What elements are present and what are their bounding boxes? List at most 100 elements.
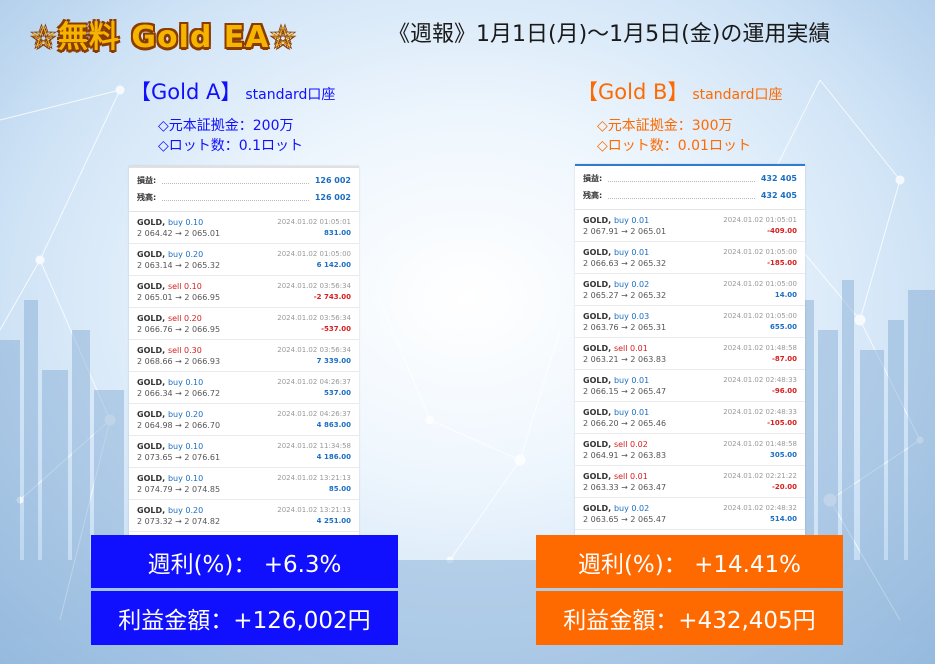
page-title: ☆無料 Gold EA☆ xyxy=(30,20,298,55)
trade-side: buy 0.03 xyxy=(613,312,650,321)
summary-label: 残高: xyxy=(583,191,603,200)
trade-symbol: GOLD, sell 0.10 xyxy=(137,282,202,291)
trade-side: buy 0.01 xyxy=(613,248,650,257)
trade-symbol: GOLD, buy 0.02 xyxy=(583,504,650,513)
trade-symbol: GOLD, buy 0.20 xyxy=(137,506,204,515)
trade-row[interactable]: GOLD, sell 0.01 2 063.33 → 2 063.47 2024.0… xyxy=(575,466,805,498)
trade-time: 2024.01.02 01:05:01 xyxy=(277,218,351,226)
trade-symbol: GOLD, buy 0.20 xyxy=(137,250,204,259)
trade-row[interactable]: GOLD, buy 0.01 2 066.20 → 2 065.46 2024.01… xyxy=(575,402,805,434)
account-b-trade-history: 損益: 432 405 残高: 432 405 GOLD, buy 0.01 2 067.… xyxy=(575,164,805,538)
summary-row: 損益: 126 002 xyxy=(129,172,359,189)
trade-time: 2024.01.02 11:34:58 xyxy=(277,442,351,450)
trade-side: buy 0.01 xyxy=(613,216,650,225)
account-b-name: 【Gold B】 xyxy=(577,80,689,104)
trade-time: 2024.01.02 01:05:00 xyxy=(277,250,351,258)
account-a-info: ◇元本証拠金：200万 ◇ロット数：0.1ロット xyxy=(158,116,303,156)
trade-symbol: GOLD, buy 0.01 xyxy=(583,216,650,225)
trade-side: sell 0.20 xyxy=(167,314,202,323)
account-b-info: ◇元本証拠金：300万 ◇ロット数：0.01ロット xyxy=(597,116,751,156)
trade-profit: -105.00 xyxy=(767,419,797,427)
trade-prices: 2 066.15 → 2 065.47 xyxy=(583,387,667,396)
trade-time: 2024.01.02 03:56:34 xyxy=(277,346,351,354)
trade-profit: 85.00 xyxy=(328,485,351,493)
dotted-leader xyxy=(162,178,309,184)
summary-row: 残高: 432 405 xyxy=(575,187,805,204)
trade-symbol: GOLD, buy 0.10 xyxy=(137,442,204,451)
trade-prices: 2 065.27 → 2 065.32 xyxy=(583,291,667,300)
trade-symbol: GOLD, sell 0.20 xyxy=(137,314,202,323)
trade-side: buy 0.20 xyxy=(167,506,204,515)
trade-row[interactable]: GOLD, buy 0.10 2 064.42 → 2 065.01 2024.01… xyxy=(129,212,359,244)
account-a-weekly-percent: 週利(%)： +6.3% xyxy=(91,535,398,588)
trade-row[interactable]: GOLD, sell 0.01 2 063.21 → 2 063.83 2024.0… xyxy=(575,338,805,370)
trade-symbol: GOLD, buy 0.10 xyxy=(137,218,204,227)
account-b-capital: ◇元本証拠金：300万 xyxy=(597,118,733,134)
trade-row[interactable]: GOLD, buy 0.01 2 067.91 → 2 065.01 2024.01… xyxy=(575,210,805,242)
trade-profit: -185.00 xyxy=(767,259,797,267)
trade-row[interactable]: GOLD, sell 0.30 2 068.66 → 2 066.93 2024.0… xyxy=(129,340,359,372)
trade-profit: 6 142.00 xyxy=(316,261,351,269)
trade-prices: 2 066.34 → 2 066.72 xyxy=(137,389,221,398)
trade-side: buy 0.02 xyxy=(613,504,650,513)
trade-time: 2024.01.02 13:21:13 xyxy=(277,474,351,482)
trade-row[interactable]: GOLD, buy 0.10 2 073.65 → 2 076.61 2024.01… xyxy=(129,436,359,468)
trade-prices: 2 063.33 → 2 063.47 xyxy=(583,483,667,492)
trade-time: 2024.01.02 02:21:22 xyxy=(723,472,797,480)
trade-symbol: GOLD, buy 0.01 xyxy=(583,248,650,257)
trade-prices: 2 063.65 → 2 065.47 xyxy=(583,515,667,524)
trade-side: buy 0.20 xyxy=(167,250,204,259)
trade-profit: 831.00 xyxy=(323,229,351,237)
trade-row[interactable]: GOLD, buy 0.20 2 073.32 → 2 074.82 2024.01… xyxy=(129,500,359,532)
summary-row: 損益: 432 405 xyxy=(575,170,805,187)
trade-profit: 7 339.00 xyxy=(316,357,351,365)
trade-symbol: GOLD, buy 0.02 xyxy=(583,280,650,289)
trade-prices: 2 066.76 → 2 066.95 xyxy=(137,325,221,334)
trade-side: sell 0.02 xyxy=(613,440,648,449)
trade-row[interactable]: GOLD, buy 0.02 2 063.65 → 2 065.47 2024.01… xyxy=(575,498,805,530)
trade-row[interactable]: GOLD, sell 0.20 2 066.76 → 2 066.95 2024.0… xyxy=(129,308,359,340)
trade-row[interactable]: GOLD, buy 0.01 2 066.63 → 2 065.32 2024.01… xyxy=(575,242,805,274)
account-a-capital: ◇元本証拠金：200万 xyxy=(158,118,294,134)
trade-row[interactable]: GOLD, buy 0.20 2 064.98 → 2 066.70 2024.01… xyxy=(129,404,359,436)
trade-row[interactable]: GOLD, buy 0.10 2 074.79 → 2 074.85 2024.01… xyxy=(129,468,359,500)
trade-symbol: GOLD, sell 0.01 xyxy=(583,472,648,481)
trade-prices: 2 065.01 → 2 066.95 xyxy=(137,293,221,302)
trade-prices: 2 067.91 → 2 065.01 xyxy=(583,227,667,236)
trade-prices: 2 066.63 → 2 065.32 xyxy=(583,259,667,268)
trade-symbol: GOLD, sell 0.02 xyxy=(583,440,648,449)
trade-row[interactable]: GOLD, sell 0.02 2 064.91 → 2 063.83 2024.0… xyxy=(575,434,805,466)
summary-value: 126 002 xyxy=(314,176,351,185)
trade-symbol: GOLD, sell 0.30 xyxy=(137,346,202,355)
account-a-type: standard口座 xyxy=(245,87,336,103)
trade-time: 2024.01.02 02:48:32 xyxy=(723,504,797,512)
trade-row[interactable]: GOLD, buy 0.01 2 066.15 → 2 065.47 2024.01… xyxy=(575,370,805,402)
account-a-trade-history: 損益: 126 002 残高: 126 002 GOLD, buy 0.10 2 064.… xyxy=(129,166,359,538)
account-a-profit-amount: 利益金額：+126,002円 xyxy=(91,591,398,645)
dotted-leader xyxy=(162,195,309,201)
trade-symbol: GOLD, buy 0.10 xyxy=(137,474,204,483)
trade-profit: 4 251.00 xyxy=(316,517,351,525)
trade-row[interactable]: GOLD, sell 0.10 2 065.01 → 2 066.95 2024.0… xyxy=(129,276,359,308)
account-b-lot: ◇ロット数：0.01ロット xyxy=(597,138,751,154)
trade-prices: 2 063.76 → 2 065.31 xyxy=(583,323,667,332)
trade-side: buy 0.01 xyxy=(613,376,650,385)
summary-label: 損益: xyxy=(583,174,603,183)
trade-row[interactable]: GOLD, buy 0.20 2 063.14 → 2 065.32 2024.01… xyxy=(129,244,359,276)
trade-side: buy 0.20 xyxy=(167,410,204,419)
dotted-leader xyxy=(608,176,755,182)
trade-side: buy 0.10 xyxy=(167,218,204,227)
trade-symbol: GOLD, sell 0.01 xyxy=(583,344,648,353)
trade-profit: -409.00 xyxy=(767,227,797,235)
trade-row[interactable]: GOLD, buy 0.03 2 063.76 → 2 065.31 2024.01… xyxy=(575,306,805,338)
trade-time: 2024.01.02 02:48:33 xyxy=(723,408,797,416)
trade-profit: 655.00 xyxy=(769,323,797,331)
summary-label: 損益: xyxy=(137,176,157,185)
trade-prices: 2 073.32 → 2 074.82 xyxy=(137,517,221,526)
trade-side: buy 0.02 xyxy=(613,280,650,289)
trade-prices: 2 063.21 → 2 063.83 xyxy=(583,355,667,364)
trade-time: 2024.01.02 03:56:34 xyxy=(277,282,351,290)
trade-row[interactable]: GOLD, buy 0.10 2 066.34 → 2 066.72 2024.01… xyxy=(129,372,359,404)
trade-symbol: GOLD, buy 0.03 xyxy=(583,312,650,321)
trade-row[interactable]: GOLD, buy 0.02 2 065.27 → 2 065.32 2024.01… xyxy=(575,274,805,306)
